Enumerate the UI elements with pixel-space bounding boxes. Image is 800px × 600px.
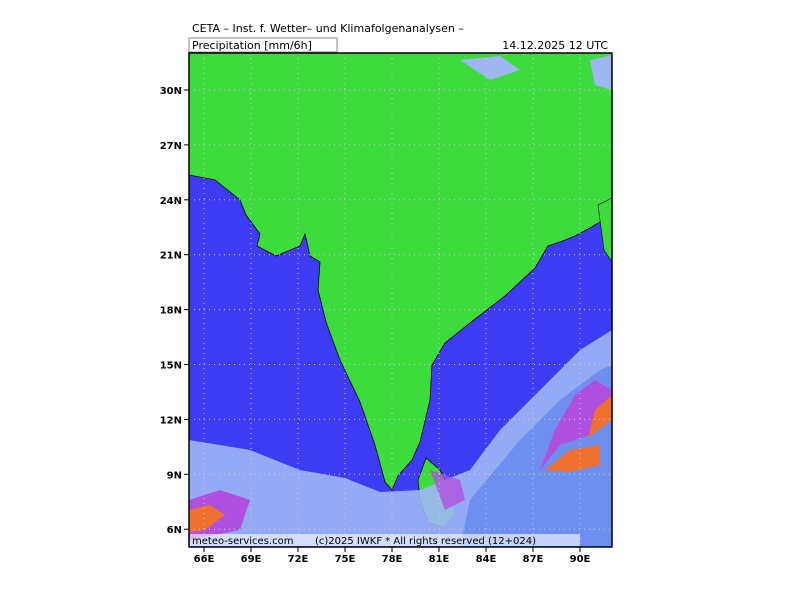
lon-tick-label: 81E — [429, 554, 450, 565]
lat-tick-label: 12N — [160, 415, 182, 426]
footer-box — [190, 534, 580, 546]
precip-heavy — [540, 380, 612, 470]
header-date: 14.12.2025 12 UTC — [502, 39, 608, 52]
lat-tick-label: 15N — [160, 361, 182, 372]
land — [189, 53, 612, 491]
lat-tick-label: 21N — [160, 251, 182, 262]
map-area — [189, 53, 612, 547]
precip-strong — [545, 445, 600, 472]
land-east — [597, 197, 612, 263]
footer-copyright: (c)2025 IWKF * All rights reserved (12+0… — [315, 536, 536, 547]
axis-ticks: 30N 27N 24N 21N 18N 15N 12N 9N 6N 66E 69E 72E 75E 78E… — [160, 86, 591, 565]
lat-tick-label: 30N — [160, 86, 182, 97]
header-title: CETA – Inst. f. Wetter– und Klimafolgena… — [192, 22, 464, 35]
lat-tick-label: 18N — [160, 306, 182, 317]
lon-tick-label: 90E — [570, 554, 591, 565]
header-subtitle: Precipitation [mm/6h] — [192, 39, 312, 52]
lat-tick-label: 27N — [160, 141, 182, 152]
footer-site: meteo-services.com — [192, 536, 293, 547]
lat-tick-label: 24N — [160, 196, 182, 207]
lon-tick-label: 84E — [476, 554, 497, 565]
precip-light — [460, 56, 520, 80]
precip-strong — [588, 395, 612, 438]
precip-light — [590, 55, 612, 90]
lon-tick-label: 66E — [194, 554, 215, 565]
map-frame — [188, 52, 613, 548]
lon-tick-label: 78E — [382, 554, 403, 565]
lon-tick-label: 87E — [523, 554, 544, 565]
lon-tick-label: 75E — [335, 554, 356, 565]
graticule — [189, 53, 612, 547]
lat-tick-label: 9N — [167, 470, 182, 481]
lon-tick-label: 69E — [241, 554, 262, 565]
lon-tick-label: 72E — [288, 554, 309, 565]
precip-strong — [189, 505, 225, 532]
precip-heavy — [430, 470, 465, 510]
lat-tick-label: 6N — [167, 525, 182, 536]
subtitle-box — [188, 37, 338, 53]
